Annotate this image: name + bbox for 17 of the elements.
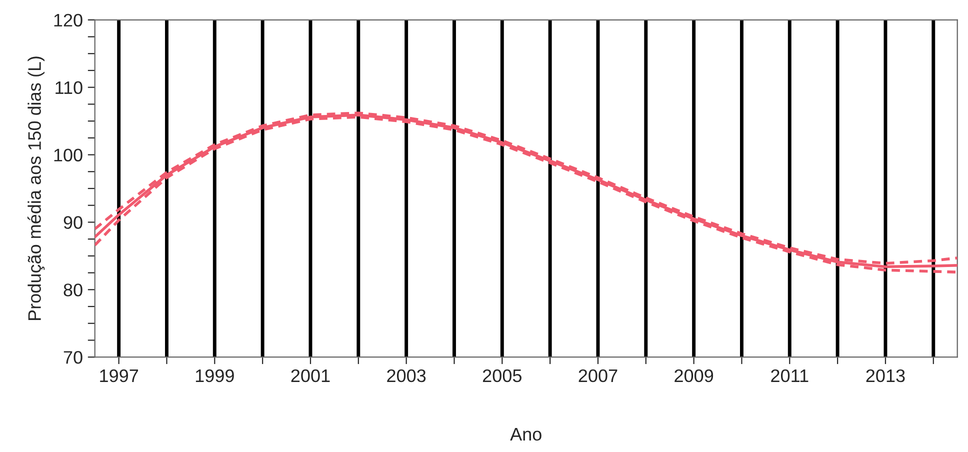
y-tick-label: 100	[54, 148, 82, 162]
x-tick-label: 2007	[578, 369, 618, 382]
y-tick-label: 90	[64, 216, 82, 229]
x-tick-label: 1999	[196, 369, 234, 382]
y-axis-title: Produção média aos 150 dias (L)	[27, 56, 45, 320]
x-tick-label: 2011	[771, 369, 808, 382]
x-tick-label: 2009	[674, 369, 714, 382]
y-tick-label: 70	[64, 351, 82, 364]
x-tick-label: 2005	[482, 369, 522, 382]
y-tick-label: 110	[56, 81, 82, 94]
x-tick-label: 1997	[100, 369, 138, 382]
y-tick-label: 80	[64, 284, 82, 296]
x-tick-label: 2001	[291, 369, 330, 382]
x-axis-title: Ano	[510, 428, 542, 441]
x-tick-label: 2003	[387, 369, 426, 382]
x-tick-label: 2013	[866, 369, 905, 382]
y-tick-label: 120	[54, 14, 82, 27]
